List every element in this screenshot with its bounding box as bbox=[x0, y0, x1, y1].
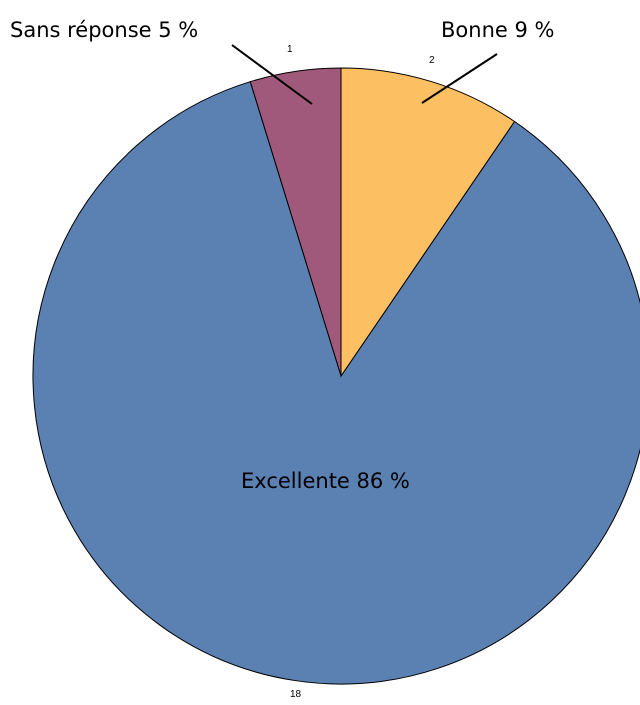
slice-label-sans-reponse: Sans réponse 5 % bbox=[10, 18, 198, 42]
slice-count-sans-reponse: 1 bbox=[287, 44, 293, 55]
slice-label-bonne: Bonne 9 % bbox=[441, 18, 554, 42]
pie-slice-1 bbox=[340, 67, 516, 378]
pie-slices bbox=[32, 67, 640, 685]
slice-count-excellente: 18 bbox=[290, 689, 302, 700]
leader-line-bonne bbox=[421, 53, 498, 104]
pie-slice-2 bbox=[32, 81, 640, 685]
leader-line-sans-reponse bbox=[231, 44, 313, 105]
slice-count-bonne: 2 bbox=[429, 55, 435, 66]
slice-label-excellente: Excellente 86 % bbox=[241, 469, 410, 493]
